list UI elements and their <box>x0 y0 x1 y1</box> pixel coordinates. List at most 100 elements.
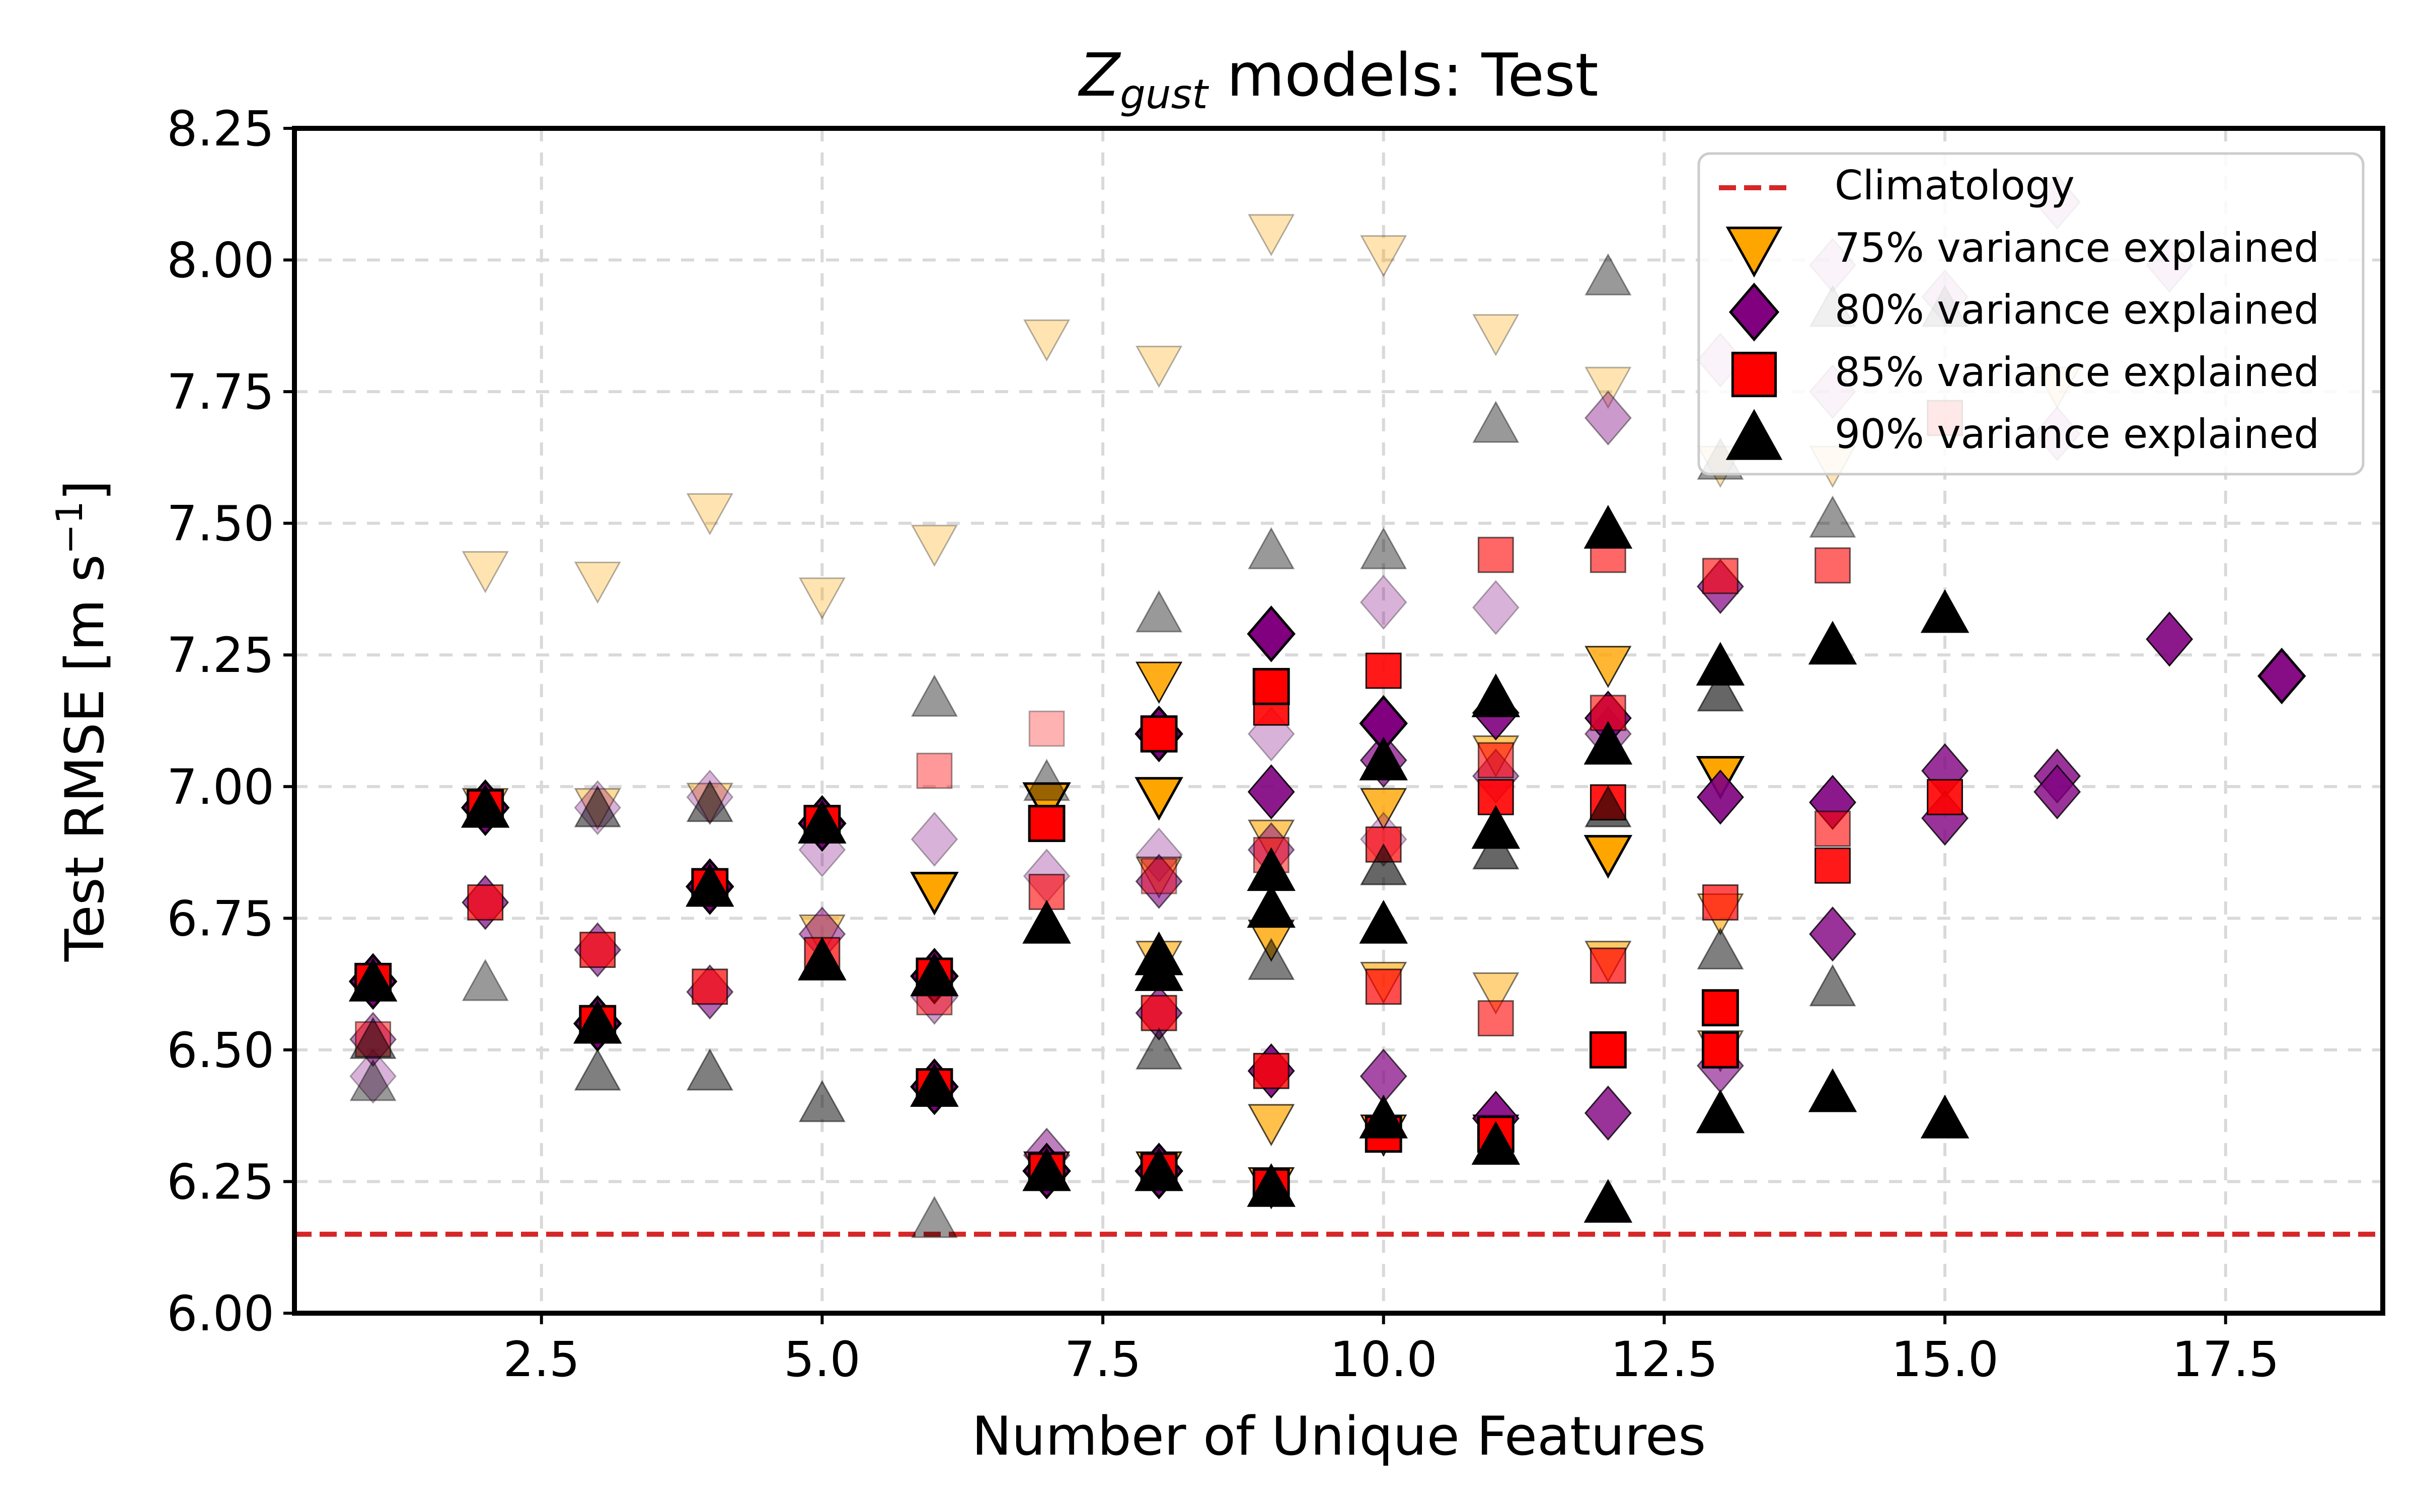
data-point <box>1360 843 1407 885</box>
data-point <box>348 957 398 1002</box>
data-point <box>1022 899 1071 944</box>
data-point <box>1135 931 1183 975</box>
data-point <box>1028 710 1065 747</box>
legend-marker-1 <box>1728 282 1780 342</box>
data-point <box>1583 835 1633 879</box>
data-point <box>1583 505 1633 549</box>
legend: Climatology 75% variance explained 80% v… <box>1697 152 2365 476</box>
x-tick-label: 12.5 <box>1611 1331 1718 1388</box>
data-point <box>1702 884 1739 921</box>
data-point <box>1365 652 1402 689</box>
data-point <box>798 937 847 980</box>
data-point <box>1022 1147 1071 1191</box>
data-point <box>1141 995 1177 1031</box>
title-subscript: gust <box>1120 71 1209 118</box>
data-point <box>349 1048 397 1104</box>
data-point <box>349 1017 397 1059</box>
data-point <box>1477 742 1514 779</box>
data-point <box>910 1063 959 1107</box>
data-points <box>348 174 2306 1238</box>
legend-climatology-label: Climatology <box>1835 162 2075 209</box>
data-point <box>1023 319 1071 362</box>
y-axis-ticks: 6.00 6.25 6.50 6.75 7.00 7.25 7.50 7.75 8.00 8.25 <box>167 101 294 1342</box>
data-point <box>1590 947 1626 984</box>
data-point <box>574 1048 621 1091</box>
y-tick-label: 6.00 <box>167 1286 274 1342</box>
y-axis-label-close: ] <box>54 480 116 501</box>
data-point <box>1365 968 1402 1005</box>
data-point <box>1247 764 1295 820</box>
data-point <box>911 1195 958 1238</box>
plot-frame <box>292 126 2385 1316</box>
data-point <box>1135 854 1183 909</box>
y-tick-label: 8.25 <box>167 101 274 157</box>
data-point <box>1248 938 1295 980</box>
data-point <box>1248 214 1295 257</box>
legend-label-85: 85% variance explained <box>1835 349 2319 396</box>
legend-markers <box>1725 226 1783 460</box>
data-point <box>1135 1147 1183 1191</box>
y-tick-label: 6.25 <box>167 1154 274 1210</box>
data-point <box>1584 1085 1632 1141</box>
data-point <box>1248 527 1295 569</box>
data-point <box>1920 1094 1970 1139</box>
data-point <box>1247 847 1296 891</box>
data-point <box>462 551 509 593</box>
data-point <box>573 1000 622 1044</box>
data-point <box>1696 642 1745 686</box>
data-point <box>692 968 728 1005</box>
data-point <box>1472 314 1520 356</box>
data-point <box>1136 1027 1183 1070</box>
data-point <box>1248 1104 1295 1147</box>
data-point <box>1584 253 1632 295</box>
data-point <box>1809 906 1856 962</box>
data-point <box>911 811 958 867</box>
data-point <box>1815 810 1851 847</box>
data-point <box>1136 345 1183 388</box>
data-point <box>686 863 734 907</box>
data-point <box>1696 1089 1745 1133</box>
data-point <box>1253 1052 1290 1089</box>
data-point <box>1136 661 1183 704</box>
data-point <box>1247 1163 1296 1207</box>
data-point <box>686 493 733 536</box>
data-point <box>467 884 504 921</box>
data-point <box>686 780 733 822</box>
data-point <box>1136 590 1183 633</box>
y-tick-label: 6.50 <box>167 1022 274 1079</box>
data-point <box>1589 1031 1627 1069</box>
data-point <box>1477 1000 1514 1037</box>
data-point <box>1471 805 1521 849</box>
data-point <box>1701 989 1739 1027</box>
x-tick-label: 10.0 <box>1330 1331 1438 1388</box>
data-point <box>1583 1179 1633 1223</box>
data-point <box>798 800 847 844</box>
data-point <box>2146 612 2194 667</box>
y-tick-label: 7.25 <box>167 627 274 684</box>
data-point <box>1584 366 1632 409</box>
y-tick-label: 7.75 <box>167 364 274 420</box>
data-point <box>1360 788 1407 830</box>
data-point <box>349 1059 397 1101</box>
data-point <box>1471 1121 1521 1165</box>
y-axis-label: Test RMSE [m s−1] <box>48 480 116 962</box>
data-point <box>1584 785 1632 827</box>
y-tick-label: 7.00 <box>167 759 274 815</box>
data-point <box>911 674 958 717</box>
data-point <box>574 785 621 827</box>
data-point <box>1477 537 1514 573</box>
data-point <box>1359 1094 1408 1139</box>
title-rest: models: Test <box>1208 40 1599 110</box>
data-point <box>1583 721 1633 765</box>
y-tick-label: 6.75 <box>167 890 274 947</box>
data-point <box>574 561 621 604</box>
data-point <box>911 524 958 567</box>
data-point <box>1815 547 1851 584</box>
data-point <box>798 577 846 620</box>
legend-box <box>1697 152 2365 476</box>
legend-label-75: 75% variance explained <box>1835 224 2319 271</box>
data-point <box>1359 736 1408 781</box>
data-point <box>1023 759 1071 801</box>
